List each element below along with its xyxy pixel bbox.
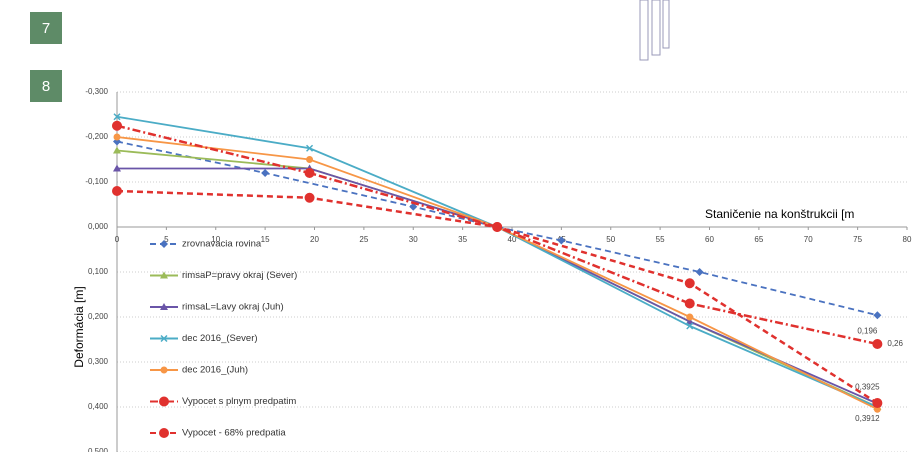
x-tick-label: 80	[903, 235, 912, 244]
y-tick-label: 0,500	[88, 447, 109, 452]
data-label: 0,3912	[855, 414, 880, 423]
y-tick-label: -0,100	[85, 177, 108, 186]
marker	[305, 193, 315, 203]
x-tick-label: 50	[606, 235, 615, 244]
legend-label: rimsaP=pravy okraj (Sever)	[182, 270, 297, 281]
legend-label: dec 2016_(Sever)	[182, 333, 258, 344]
marker	[305, 168, 315, 178]
x-tick-label: 70	[804, 235, 813, 244]
y-tick-label: -0,300	[85, 87, 108, 96]
y-tick-label: -0,200	[85, 132, 108, 141]
marker	[161, 367, 168, 374]
x-tick-label: 60	[705, 235, 714, 244]
y-tick-label: 0,200	[88, 312, 109, 321]
legend-label: dec 2016_(Juh)	[182, 365, 248, 376]
x-tick-label: 75	[853, 235, 862, 244]
y-tick-label: 0,300	[88, 357, 109, 366]
x-tick-label: 30	[409, 235, 418, 244]
marker	[685, 278, 695, 288]
x-tick-label: 15	[261, 235, 270, 244]
y-tick-label: 0,100	[88, 267, 109, 276]
legend-label: zrovnavacia rovina	[182, 239, 262, 250]
x-tick-label: 65	[754, 235, 763, 244]
x-tick-label: 55	[656, 235, 665, 244]
marker	[872, 398, 882, 408]
x-tick-label: 25	[359, 235, 368, 244]
x-tick-label: 0	[115, 235, 120, 244]
x-tick-label: 20	[310, 235, 319, 244]
page: 7 8 Deformácia [m] Staničenie na konštru…	[0, 0, 917, 452]
y-tick-label: 0,000	[88, 222, 109, 231]
marker	[114, 134, 121, 141]
marker	[872, 339, 882, 349]
y-tick-label: 0,400	[88, 402, 109, 411]
marker	[159, 428, 169, 438]
marker	[112, 186, 122, 196]
marker	[112, 121, 122, 131]
marker	[873, 311, 881, 319]
marker	[306, 156, 313, 163]
x-axis-title: Staničenie na konštrukcii [m	[705, 207, 854, 221]
data-label: 0,26	[887, 339, 903, 348]
marker	[696, 268, 704, 276]
x-tick-label: 35	[458, 235, 467, 244]
legend-label: Vypocet s plnym predpatim	[182, 396, 296, 407]
marker	[159, 397, 169, 407]
legend-label: rimsaL=Lavy okraj (Juh)	[182, 302, 284, 313]
section-number: 7	[42, 20, 50, 37]
section-number: 8	[42, 78, 50, 95]
marker	[492, 222, 502, 232]
y-axis-title: Deformácia [m]	[72, 286, 86, 367]
legend-label: Vypocet - 68% predpatia	[182, 428, 286, 439]
marker	[261, 169, 269, 177]
marker	[686, 314, 693, 321]
marker	[685, 299, 695, 309]
photo-fragment	[640, 0, 669, 60]
data-label: 0,196	[857, 326, 878, 335]
